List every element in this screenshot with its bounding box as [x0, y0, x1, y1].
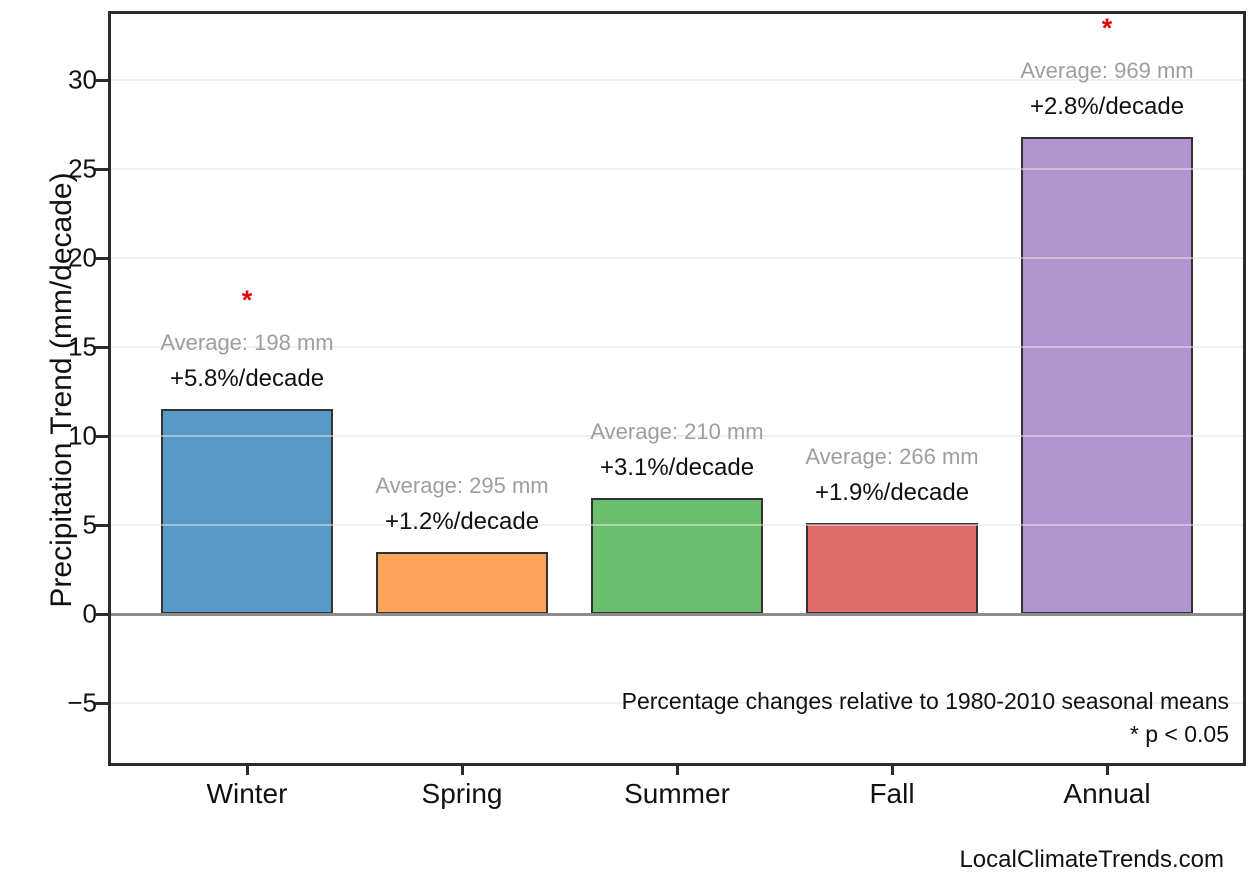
x-tick-mark: [461, 763, 464, 775]
plot-area: * Average: 198 mm +5.8%/decade Average: …: [108, 11, 1246, 766]
x-label-winter: Winter: [206, 778, 288, 809]
y-tick-mark: [95, 613, 108, 616]
x-label-spring: Spring: [421, 778, 503, 809]
footnote-line2: * p < 0.05: [1129, 721, 1229, 747]
x-tick-mark: [676, 763, 679, 775]
trend-label-spring: +1.2%/decade: [384, 507, 540, 535]
x-label-summer: Summer: [624, 778, 730, 809]
y-tick-label: 30: [68, 64, 97, 95]
y-tick-mark: [95, 168, 108, 171]
watermark: LocalClimateTrends.com: [959, 846, 1224, 873]
bar-spring: [376, 551, 548, 614]
x-tick-mark: [891, 763, 894, 775]
average-label-annual: Average: 969 mm: [1020, 57, 1194, 83]
y-tick-mark: [95, 702, 108, 705]
y-tick-mark: [95, 435, 108, 438]
footnote: Percentage changes relative to 1980-2010…: [622, 685, 1229, 751]
y-tick-label: 5: [82, 509, 97, 540]
trend-label-summer: +3.1%/decade: [599, 454, 755, 482]
bar-summer: [591, 498, 763, 614]
x-label-fall: Fall: [869, 778, 915, 809]
x-tick-mark: [246, 763, 249, 775]
footnote-line1: Percentage changes relative to 1980-2010…: [621, 688, 1229, 714]
bar-annual: [1021, 136, 1193, 614]
x-tick-mark: [1106, 763, 1109, 775]
y-tick-label: −5: [67, 687, 97, 718]
bar-fall: [806, 523, 978, 614]
y-tick-mark: [95, 79, 108, 82]
y-tick-label: 25: [68, 153, 97, 184]
y-tick-mark: [95, 524, 108, 527]
average-label-summer: Average: 210 mm: [590, 419, 764, 445]
zero-line: [111, 613, 1243, 616]
y-tick-label: 20: [68, 242, 97, 273]
significance-asterisk: *: [241, 285, 253, 316]
significance-asterisk: *: [1101, 12, 1113, 43]
bar-winter: [161, 409, 333, 614]
trend-label-fall: +1.9%/decade: [814, 479, 970, 507]
y-tick-mark: [95, 257, 108, 260]
average-label-spring: Average: 295 mm: [375, 472, 549, 498]
y-tick-label: 15: [68, 331, 97, 362]
average-label-fall: Average: 266 mm: [805, 444, 979, 470]
y-tick-label: 10: [68, 420, 97, 451]
y-tick-mark: [95, 346, 108, 349]
y-axis-title: Precipitation Trend (mm/decade): [45, 172, 78, 608]
y-tick-label: 0: [82, 598, 97, 629]
trend-label-annual: +2.8%/decade: [1029, 92, 1185, 120]
trend-label-winter: +5.8%/decade: [169, 365, 325, 393]
average-label-winter: Average: 198 mm: [160, 330, 334, 356]
x-label-annual: Annual: [1063, 778, 1151, 809]
